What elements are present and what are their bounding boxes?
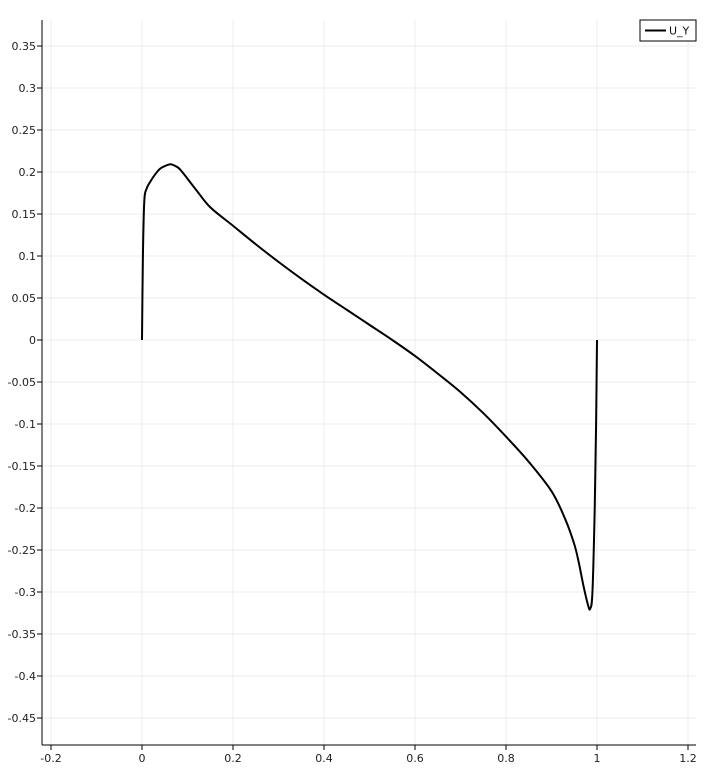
legend-box — [639, 19, 697, 42]
y-tick-label: 0.3 — [19, 82, 37, 95]
y-tick-label: -0.4 — [15, 670, 36, 683]
axes: 0.35 0.3 0.25 0.2 0.15 0.1 0.05 0 -0.05 -0.1 -0.15… — [8, 20, 697, 765]
y-tick-label: 0.25 — [12, 124, 37, 137]
x-tick-label: 0.6 — [406, 752, 424, 765]
x-tick-label: 0 — [139, 752, 146, 765]
y-tick-label: 0.35 — [12, 40, 37, 53]
y-tick-label: 0.15 — [12, 208, 37, 221]
y-tick-label: 0.1 — [19, 250, 37, 263]
x-tick-label: 1.2 — [679, 752, 697, 765]
series-layer — [141, 163, 598, 611]
y-tick-label: -0.3 — [15, 586, 36, 599]
legend-label-u-y: U_Y — [669, 25, 690, 38]
y-tick-label: -0.2 — [15, 502, 36, 515]
y-tick-label: 0.2 — [19, 166, 37, 179]
x-tick-label: 0.4 — [315, 752, 333, 765]
y-tick-label: -0.45 — [8, 712, 36, 725]
x-tick-label: 1 — [594, 752, 601, 765]
y-tick-label: 0.05 — [12, 292, 37, 305]
legend: U_Y — [639, 19, 697, 42]
y-tick-label: -0.35 — [8, 628, 36, 641]
y-tick-label: 0 — [29, 334, 36, 347]
x-tick-label: 0.8 — [497, 752, 515, 765]
series-line-u-y — [141, 163, 598, 611]
y-tick-label: -0.1 — [15, 418, 36, 431]
grid-lines — [42, 20, 696, 745]
x-tick-label: 0.2 — [224, 752, 242, 765]
y-tick-label: -0.25 — [8, 544, 36, 557]
x-tick-label: -0.2 — [40, 752, 61, 765]
y-tick-label: -0.15 — [8, 460, 36, 473]
y-tick-label: -0.05 — [8, 376, 36, 389]
